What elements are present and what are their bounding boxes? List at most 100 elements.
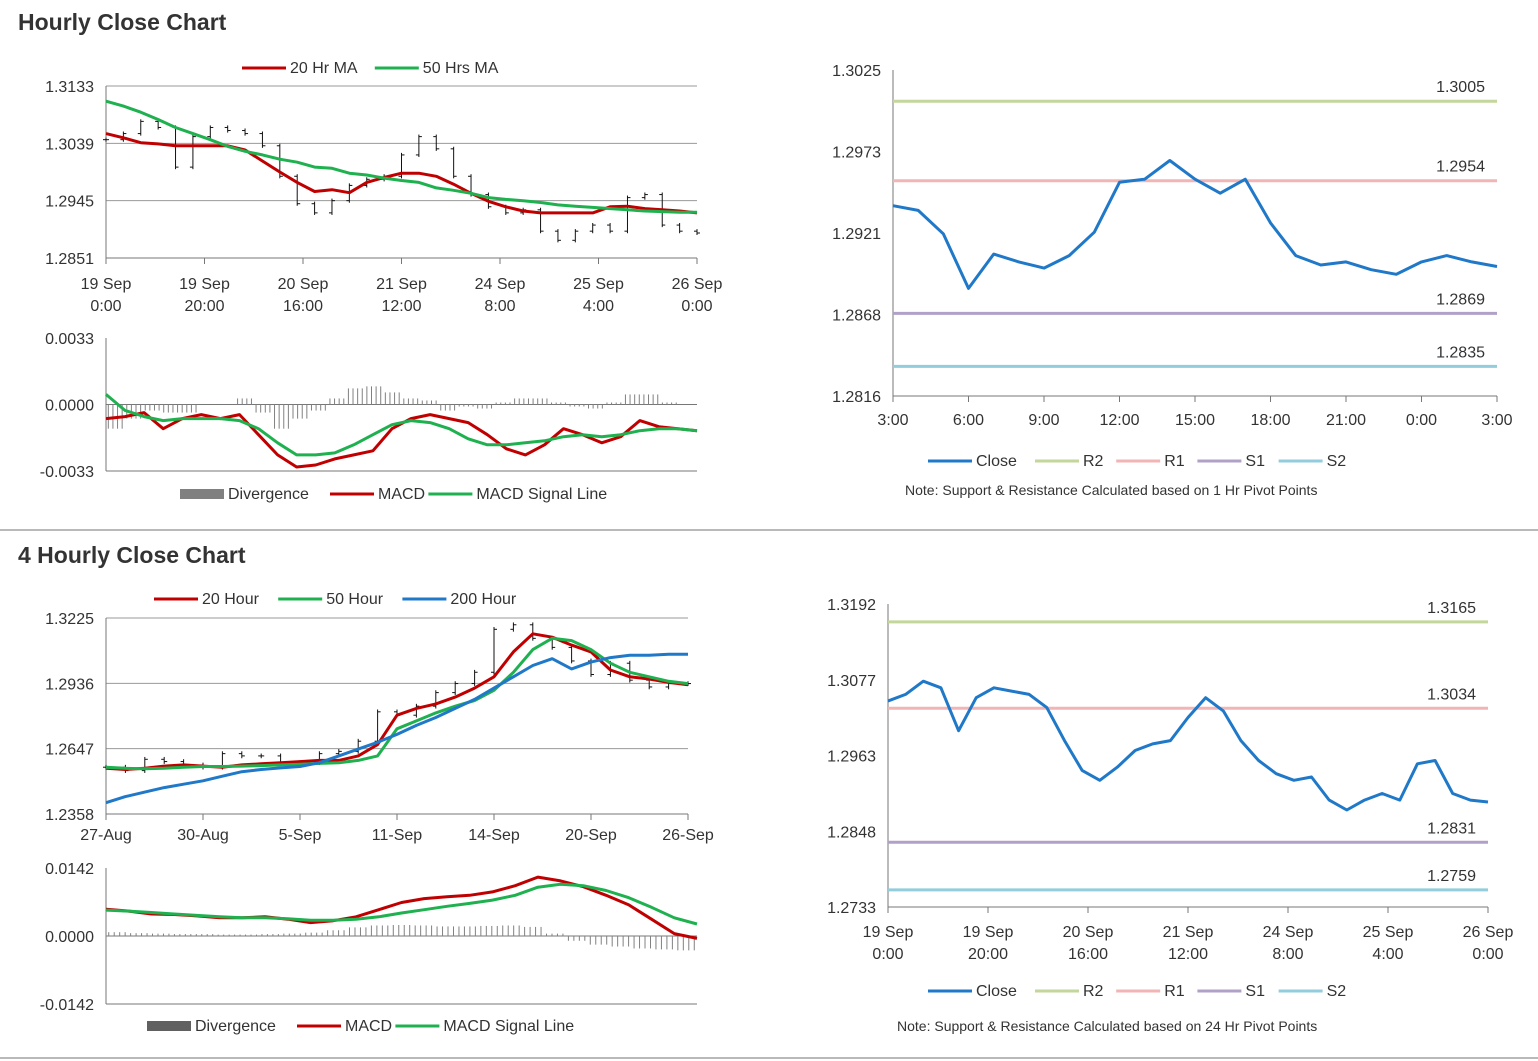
close-line (887, 679, 1489, 812)
x-tick-label: 30-Aug (177, 827, 229, 844)
x-tick-label: 9:00 (1028, 412, 1059, 429)
y-tick-label: 1.3225 (45, 611, 94, 628)
x-tick-label: 21 Sep (1163, 924, 1214, 941)
x-tick-label: 19 Sep (179, 276, 230, 293)
y-tick-label: 1.2963 (827, 749, 876, 766)
x-tick-label: 5-Sep (279, 827, 322, 844)
x-tick-label: 11-Sep (372, 827, 423, 844)
series-line-macd (105, 875, 698, 940)
x-tick-label: 18:00 (1250, 412, 1290, 429)
section-divider (0, 1057, 1538, 1059)
legend-label: MACD Signal Line (443, 1018, 574, 1035)
x-tick-label: 26 Sep (1463, 924, 1514, 941)
x-tick-label: 19 Sep (963, 924, 1014, 941)
y-tick-label: 1.3039 (45, 136, 94, 153)
x-tick-label: 25 Sep (1363, 924, 1414, 941)
section-divider (0, 529, 1538, 531)
level-value-label: 1.2831 (1427, 820, 1476, 837)
legend-label: S2 (1327, 983, 1347, 1000)
legend-label: S2 (1327, 453, 1347, 470)
level-value-label: 1.2869 (1436, 291, 1485, 308)
x-tick-label: 21 Sep (376, 276, 427, 293)
legend-label: Divergence (195, 1018, 276, 1035)
x-tick-label: 6:00 (953, 412, 984, 429)
x-tick-label: 0:00 (90, 298, 121, 315)
x-tick-label: 19 Sep (81, 276, 132, 293)
level-value-label: 1.2835 (1436, 344, 1485, 361)
x-tick-label: 20:00 (968, 946, 1008, 963)
y-tick-label: 1.3077 (827, 673, 876, 690)
h_macd-plot (105, 338, 698, 472)
x-tick-label: 24 Sep (475, 276, 526, 293)
x-tick-label: 26 Sep (672, 276, 723, 293)
x-tick-label: 8:00 (1272, 946, 1303, 963)
level-value-label: 1.3034 (1427, 686, 1476, 703)
legend-label: R2 (1083, 983, 1104, 1000)
level-value-label: 1.2954 (1436, 159, 1485, 176)
close-line (892, 159, 1498, 290)
h4_pivot-plot (887, 604, 1489, 913)
legend-label: MACD (378, 486, 425, 503)
y-tick-label: -0.0142 (40, 997, 94, 1014)
x-tick-label: 0:00 (1406, 412, 1437, 429)
series-line-macd (105, 411, 698, 469)
legend-label: Close (976, 983, 1017, 1000)
pivot-note: Note: Support & Resistance Calculated ba… (905, 482, 1317, 498)
x-tick-label: 16:00 (283, 298, 323, 315)
legend-label: Close (976, 453, 1017, 470)
legend-label: 20 Hr MA (290, 60, 358, 77)
y-tick-label: 1.2945 (45, 194, 94, 211)
x-tick-label: 19 Sep (863, 924, 914, 941)
x-tick-label: 3:00 (877, 412, 908, 429)
y-tick-label: 0.0000 (45, 929, 94, 946)
ma-line (105, 636, 689, 771)
y-tick-label: 1.2936 (45, 676, 94, 693)
y-tick-label: 1.3192 (827, 597, 876, 614)
pivot-note: Note: Support & Resistance Calculated ba… (897, 1018, 1317, 1034)
section-title-4-hourly: 4 Hourly Close Chart (18, 542, 246, 568)
legend-label: 50 Hour (326, 591, 384, 608)
h4_macd-plot (105, 868, 698, 1005)
section-title-hourly: Hourly Close Chart (18, 9, 227, 35)
y-tick-label: 1.2816 (832, 389, 881, 406)
legend-label: 200 Hour (450, 591, 516, 608)
y-tick-label: 1.2851 (45, 251, 94, 268)
x-tick-label: 4:00 (1372, 946, 1403, 963)
legend-swatch (180, 489, 224, 499)
y-tick-label: -0.0033 (40, 464, 94, 481)
x-tick-label: 25 Sep (573, 276, 624, 293)
y-tick-label: 1.2921 (832, 226, 881, 243)
legend-label: R1 (1164, 983, 1185, 1000)
legend-label: 50 Hrs MA (423, 60, 499, 77)
x-tick-label: 20-Sep (565, 827, 617, 844)
x-tick-label: 12:00 (381, 298, 421, 315)
legend-label: R1 (1164, 453, 1185, 470)
x-tick-label: 0:00 (872, 946, 903, 963)
x-tick-label: 0:00 (681, 298, 712, 315)
h_pivot-plot (892, 70, 1498, 402)
legend-label: R2 (1083, 453, 1104, 470)
legend-label: MACD (345, 1018, 392, 1035)
y-tick-label: 0.0142 (45, 861, 94, 878)
legend-label: S1 (1245, 983, 1265, 1000)
y-tick-label: 0.0000 (45, 398, 94, 415)
x-tick-label: 15:00 (1175, 412, 1215, 429)
y-tick-label: 1.3025 (832, 63, 881, 80)
level-value-label: 1.3165 (1427, 600, 1476, 617)
level-value-label: 1.2759 (1427, 868, 1476, 885)
y-tick-label: 1.3133 (45, 79, 94, 96)
y-tick-label: 1.2647 (45, 742, 94, 759)
series-line-macd-signal-line (105, 393, 698, 457)
series-line-macd-signal-line (105, 882, 698, 926)
y-tick-label: 1.2848 (827, 824, 876, 841)
x-tick-label: 26-Sep (662, 827, 714, 844)
y-tick-label: 1.2868 (832, 308, 881, 325)
x-tick-label: 20 Sep (278, 276, 329, 293)
x-tick-label: 3:00 (1481, 412, 1512, 429)
y-tick-label: 1.2358 (45, 807, 94, 824)
ma-line (105, 652, 688, 805)
legend-label: 20 Hour (202, 591, 260, 608)
y-tick-label: 1.2733 (827, 900, 876, 917)
x-tick-label: 12:00 (1168, 946, 1208, 963)
